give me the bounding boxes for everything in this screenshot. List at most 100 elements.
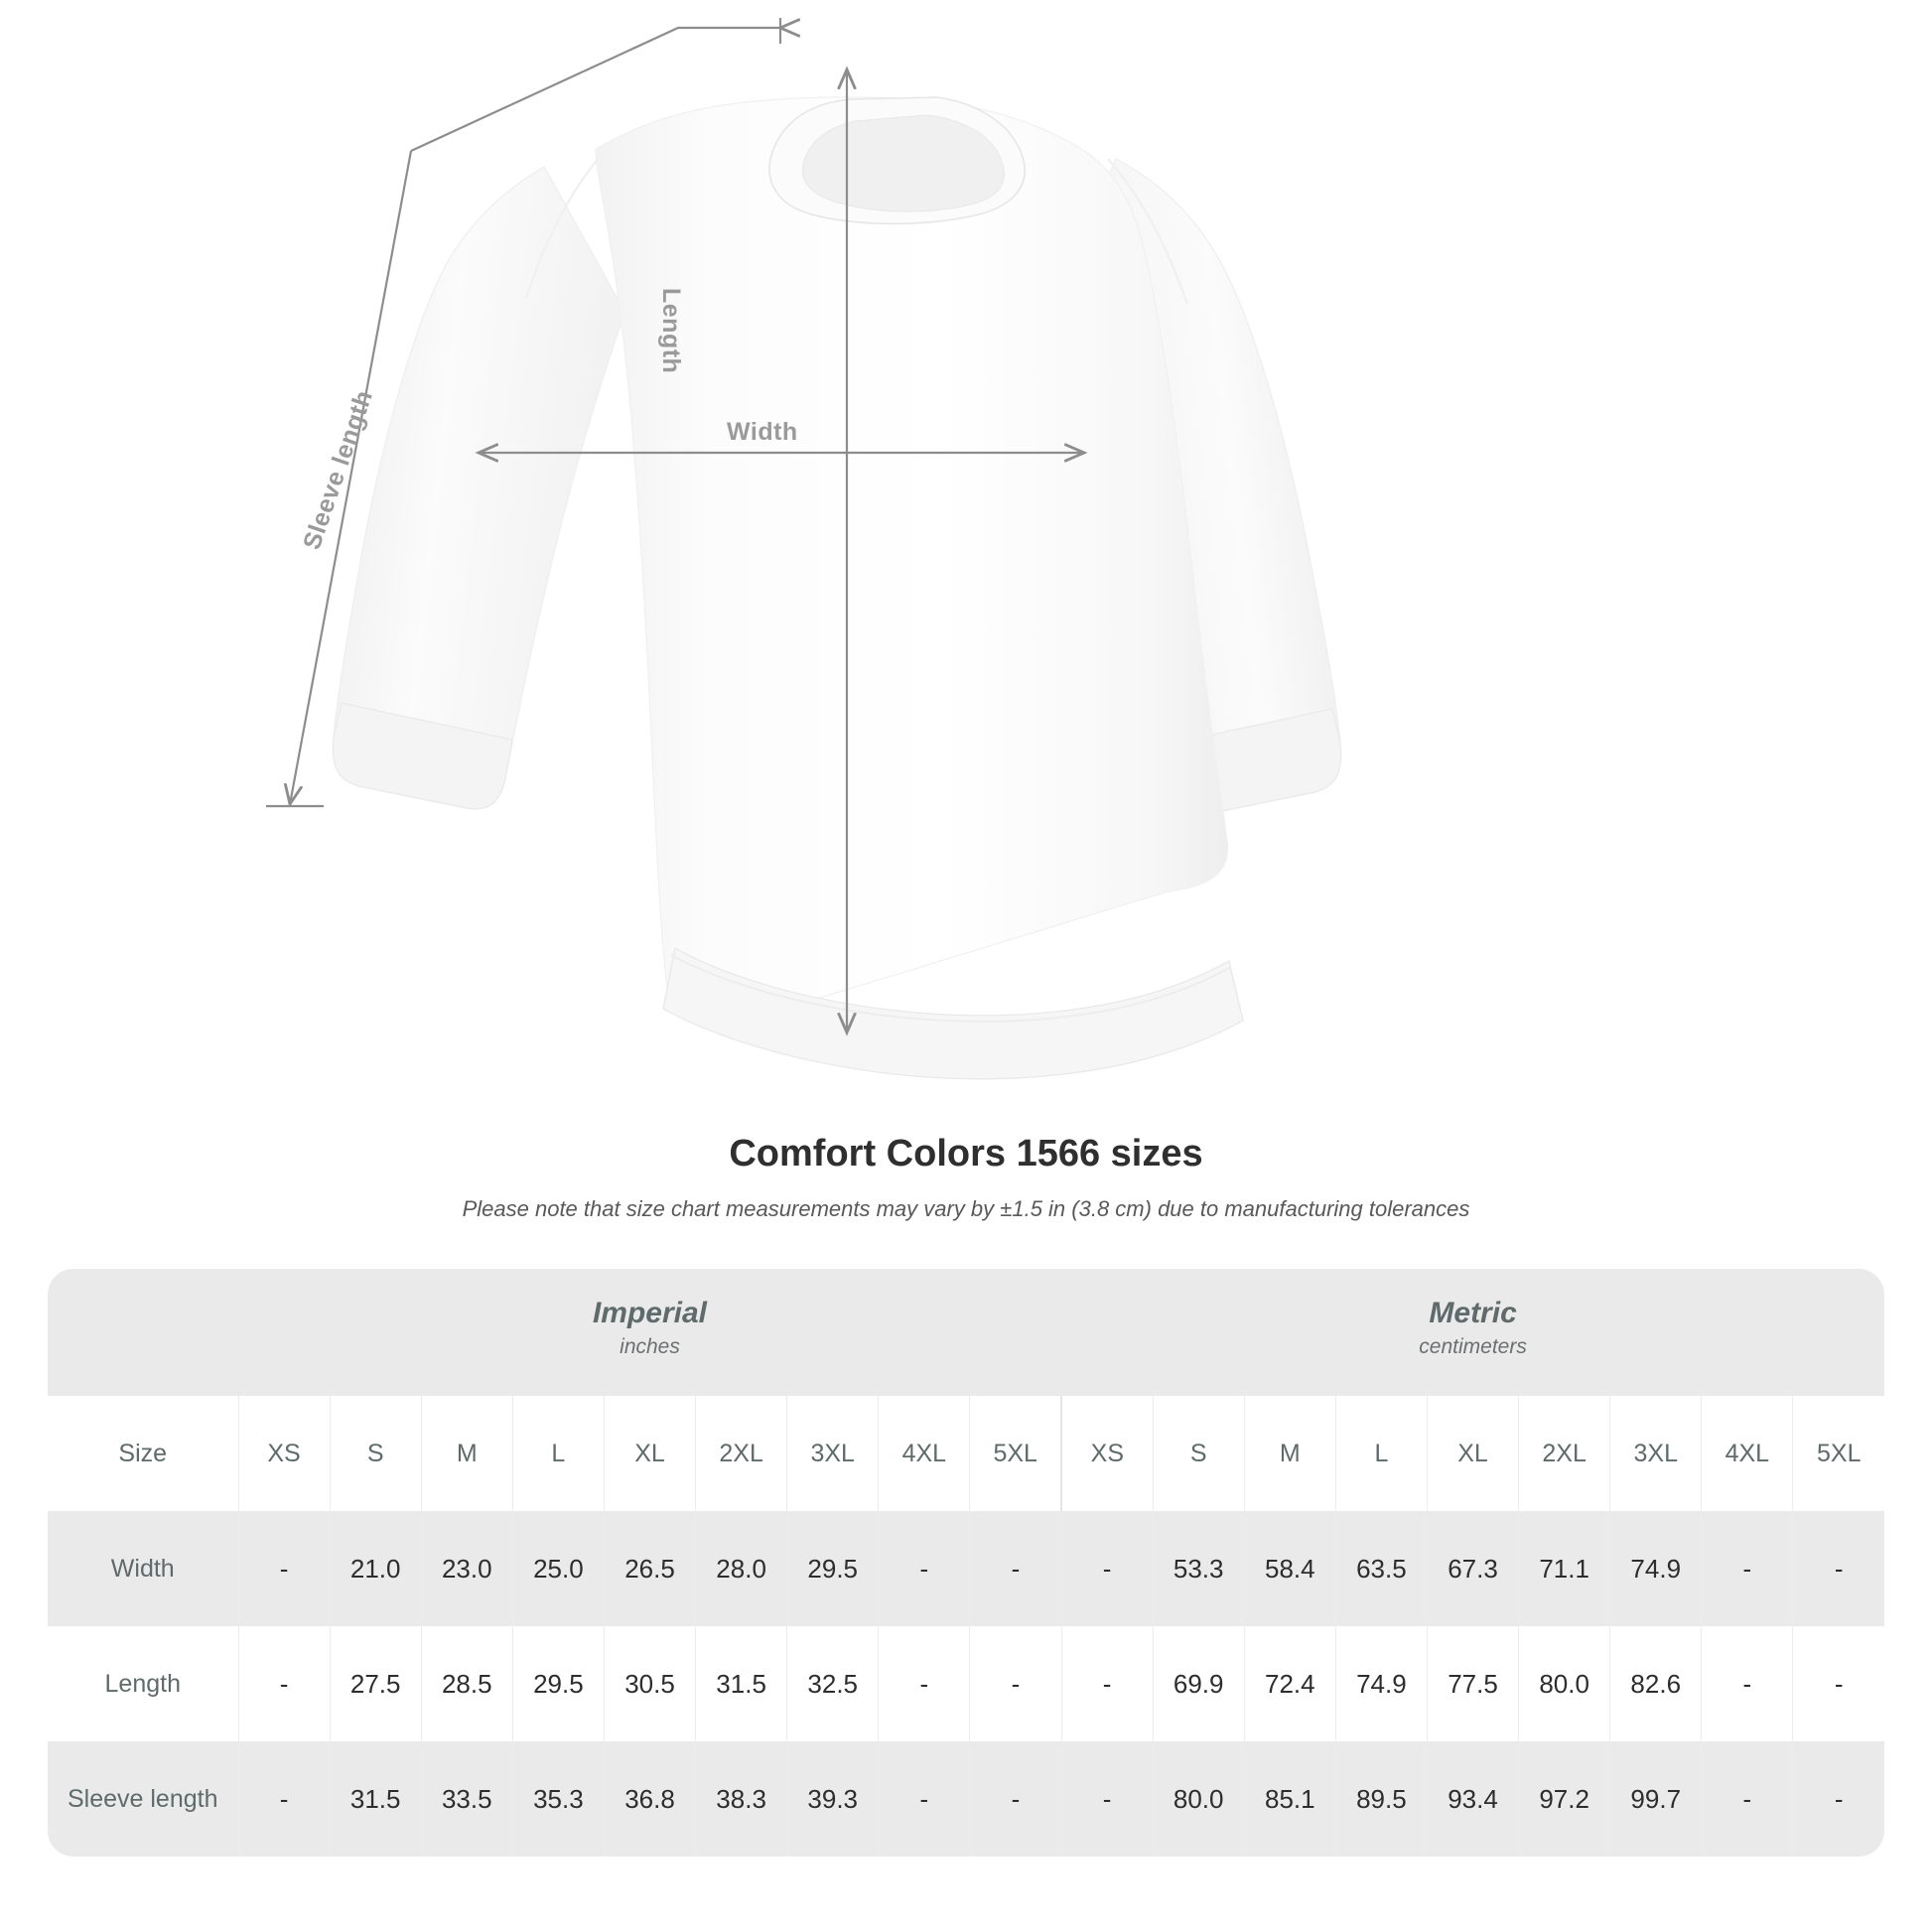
size-header-row: Size XS S M L XL 2XL 3XL 4XL 5XL XS S M L XL 2XL 3XL 4XL 5… [48,1396,1885,1511]
cell-width-metric-s: 53.3 [1152,1511,1245,1626]
row-header-sleeve-length: Sleeve length [48,1741,238,1857]
right-shoulder-seam [1107,158,1189,305]
unit-header-row: Imperial inches Metric centimeters [48,1269,1885,1396]
cell-length-imperial-4xl: - [878,1626,970,1741]
row-header-length: Length [48,1626,238,1741]
unit-header-imperial: Imperial inches [238,1269,1062,1396]
cell-sleeve-length-imperial-xl: 36.8 [603,1741,696,1857]
length-label: Length [657,288,685,374]
chart-header: Comfort Colors 1566 sizes Please note th… [0,1132,1932,1223]
cell-sleeve-length-metric-4xl: - [1701,1741,1793,1857]
sweatshirt-shape [332,96,1342,1080]
size-header-metric-l: L [1334,1396,1428,1511]
garment-illustration: Length Width Sleeve length [266,18,1342,1080]
cell-width-metric-3xl: 74.9 [1609,1511,1702,1626]
unit-subtitle: inches [620,1334,680,1358]
table-row: Sleeve length -31.5 33.5 35.3 36.8 38.3 39.3- -… [48,1741,1885,1857]
width-label: Width [727,418,798,446]
cell-sleeve-length-imperial-m: 33.5 [420,1741,513,1857]
cell-sleeve-length-metric-5xl: - [1792,1741,1885,1857]
size-header-imperial-3xl: 3XL [786,1396,879,1511]
size-header-cell: Size [48,1396,238,1511]
cell-width-metric-m: 58.4 [1243,1511,1336,1626]
unit-subtitle: centimeters [1419,1334,1527,1358]
size-header-metric-s: S [1152,1396,1245,1511]
size-header-imperial-s: S [329,1396,422,1511]
cell-length-metric-3xl: 82.6 [1609,1626,1702,1741]
size-chart-table: Imperial inches Metric centimeters Size XS S M L… [48,1269,1885,1857]
page-title: Comfort Colors 1566 sizes [729,1133,1203,1174]
cell-width-imperial-m: 23.0 [420,1511,513,1626]
left-shoulder-seam [524,156,601,299]
cell-width-metric-xl: 67.3 [1426,1511,1519,1626]
cell-length-imperial-5xl: - [969,1626,1062,1741]
hem-seam [670,954,1232,1023]
left-cuff [332,702,513,810]
unit-name: Imperial [592,1297,708,1329]
cell-sleeve-length-imperial-3xl: 39.3 [786,1741,879,1857]
sweatshirt-diagram [266,18,1342,1080]
cell-width-imperial-l: 25.0 [511,1511,605,1626]
size-header-imperial-xs: XS [237,1396,331,1511]
cell-length-metric-l: 74.9 [1334,1626,1428,1741]
cell-width-imperial-3xl: 29.5 [786,1511,879,1626]
cell-width-imperial-xs: - [237,1511,331,1626]
cell-sleeve-length-metric-2xl: 97.2 [1518,1741,1610,1857]
cell-length-metric-xl: 77.5 [1426,1626,1519,1741]
size-header-metric-5xl: 5XL [1792,1396,1885,1511]
size-header-metric-xl: XL [1426,1396,1519,1511]
cell-length-imperial-s: 27.5 [329,1626,422,1741]
size-header-imperial-xl: XL [603,1396,696,1511]
unit-header-spacer [48,1269,238,1396]
sleeve-dimension-line [290,150,413,804]
cell-length-imperial-l: 29.5 [511,1626,605,1741]
cell-width-imperial-xl: 26.5 [603,1511,696,1626]
size-header-metric-3xl: 3XL [1609,1396,1702,1511]
cell-sleeve-length-metric-s: 80.0 [1152,1741,1245,1857]
cell-sleeve-length-metric-3xl: 99.7 [1609,1741,1702,1857]
unit-header-metric: Metric centimeters [1061,1269,1885,1396]
size-table-container: Imperial inches Metric centimeters Size XS S M L… [48,1269,1885,1857]
cell-length-metric-m: 72.4 [1243,1626,1336,1741]
body [595,96,1229,1026]
cell-length-metric-xs: - [1060,1626,1154,1741]
row-header-width: Width [48,1511,238,1626]
cell-width-metric-4xl: - [1701,1511,1793,1626]
cell-width-metric-2xl: 71.1 [1518,1511,1610,1626]
cell-width-imperial-4xl: - [878,1511,970,1626]
cell-width-metric-xs: - [1060,1511,1154,1626]
cell-width-imperial-2xl: 28.0 [695,1511,787,1626]
cell-width-metric-l: 63.5 [1334,1511,1428,1626]
cell-sleeve-length-imperial-4xl: - [878,1741,970,1857]
unit-name: Metric [1429,1297,1517,1329]
cell-sleeve-length-imperial-2xl: 38.3 [695,1741,787,1857]
cell-length-metric-s: 69.9 [1152,1626,1245,1741]
cell-length-imperial-xs: - [237,1626,331,1741]
cell-length-metric-2xl: 80.0 [1518,1626,1610,1741]
size-header-imperial-l: L [511,1396,605,1511]
cell-length-imperial-3xl: 32.5 [786,1626,879,1741]
size-header-imperial-4xl: 4XL [878,1396,970,1511]
cell-sleeve-length-metric-xl: 93.4 [1426,1741,1519,1857]
size-header-imperial-5xl: 5XL [969,1396,1062,1511]
cell-sleeve-length-metric-xs: - [1060,1741,1154,1857]
cell-sleeve-length-imperial-5xl: - [969,1741,1062,1857]
cell-sleeve-length-imperial-l: 35.3 [511,1741,605,1857]
cell-length-metric-5xl: - [1792,1626,1885,1741]
cell-length-metric-4xl: - [1701,1626,1793,1741]
cell-width-imperial-5xl: - [969,1511,1062,1626]
size-header-imperial-m: M [420,1396,513,1511]
table-row: Length -27.5 28.5 29.5 30.5 31.5 32.5- - -69.9 72… [48,1626,1885,1741]
cell-sleeve-length-imperial-s: 31.5 [329,1741,422,1857]
cell-width-metric-5xl: - [1792,1511,1885,1626]
cell-width-imperial-s: 21.0 [329,1511,422,1626]
size-header-metric-m: M [1243,1396,1336,1511]
tolerance-note: Please note that size chart measurements… [462,1195,1470,1221]
size-header-metric-xs: XS [1060,1396,1154,1511]
collar-inner [802,114,1005,212]
cell-length-imperial-2xl: 31.5 [695,1626,787,1741]
table-row: Width -21.0 23.0 25.0 26.5 28.0 29.5- - -53.3 58.… [48,1511,1885,1626]
size-header-imperial-2xl: 2XL [695,1396,787,1511]
sleeve-leader-top [410,28,780,152]
